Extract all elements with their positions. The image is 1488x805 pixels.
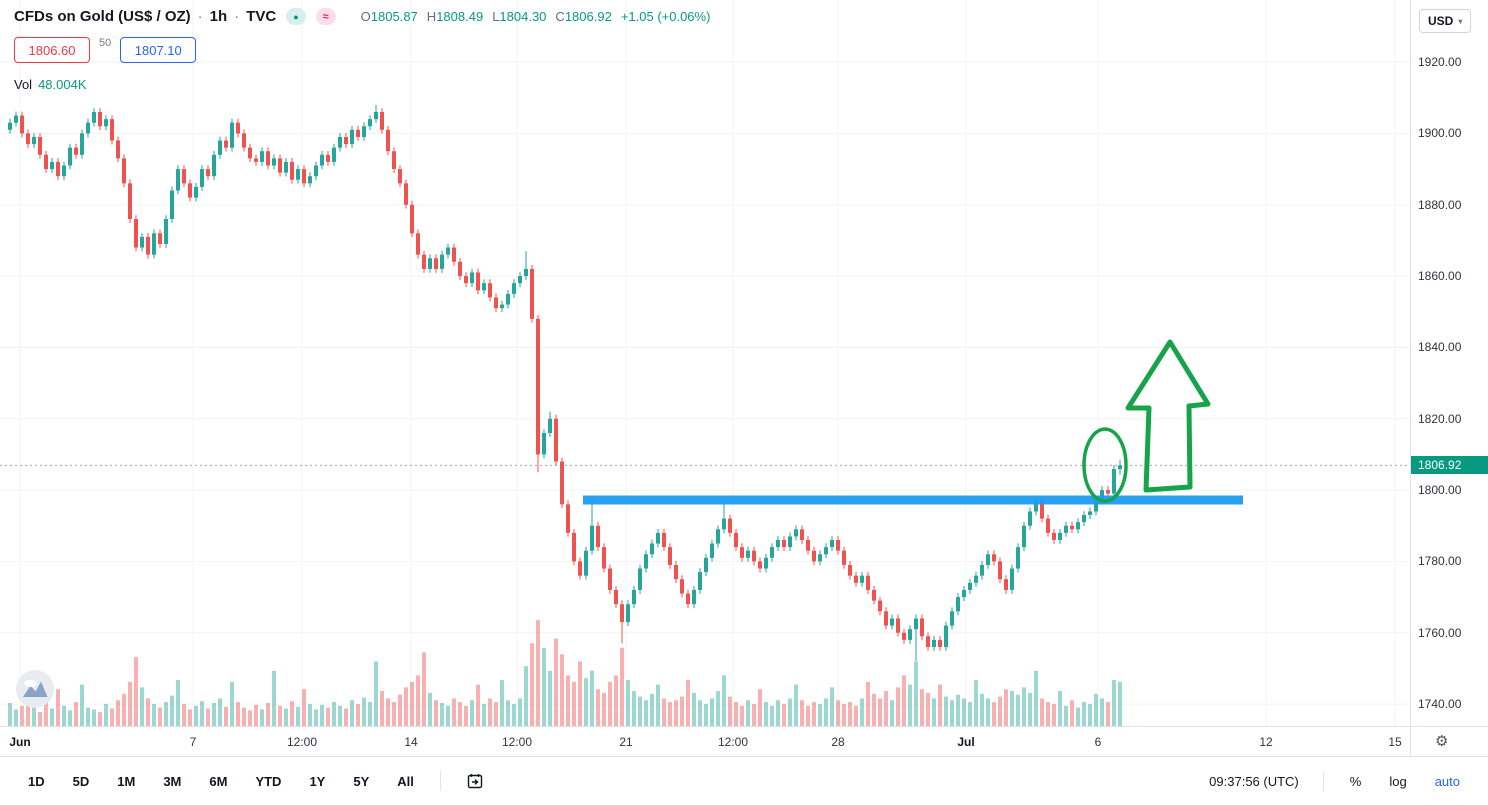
- exchange-label: TVC: [246, 8, 277, 25]
- divider: [439, 771, 441, 791]
- symbol-title[interactable]: CFDs on Gold (US$ / OZ): [14, 8, 191, 25]
- candles-layer: [8, 104, 1122, 662]
- range-button-1d[interactable]: 1D: [28, 773, 45, 789]
- close-label: C: [555, 9, 565, 24]
- chart-header: CFDs on Gold (US$ / OZ) · 1h · TVC ● ≈ O…: [14, 8, 710, 92]
- time-axis-label: 7: [189, 735, 197, 749]
- ohlc-values: O1805.87 H1808.49 L1804.30 C1806.92 +1.0…: [361, 9, 711, 24]
- time-axis-label: 21: [619, 735, 633, 749]
- range-button-5y[interactable]: 5Y: [353, 773, 370, 789]
- time-axis-label: 14: [404, 735, 418, 749]
- price-axis-label: 1760.00: [1418, 625, 1462, 640]
- high-label: H: [426, 9, 437, 24]
- change-value: +1.05 (+0.06%): [620, 9, 711, 24]
- sell-button[interactable]: 1806.60: [14, 37, 90, 63]
- range-buttons-group: 1D 5D 1M 3M 6M YTD 1Y 5Y All: [26, 771, 485, 791]
- tradingview-logo[interactable]: [16, 670, 54, 713]
- up-arrow-annotation[interactable]: [1125, 339, 1211, 493]
- time-axis[interactable]: Jun 7 12:00 14 12:00 21 12:00 28 Jul 6 12 15: [0, 726, 1410, 756]
- price-axis-label: 1740.00: [1418, 697, 1462, 712]
- divider: [1322, 771, 1324, 791]
- indicator-dot-pill[interactable]: ●: [286, 8, 306, 25]
- go-to-date-icon[interactable]: [465, 771, 485, 791]
- buy-button[interactable]: 1807.10: [120, 37, 197, 63]
- open-value: 1805.87: [370, 9, 418, 24]
- time-axis-label: Jun: [9, 735, 31, 749]
- open-label: O: [360, 9, 371, 24]
- price-axis-label: 1880.00: [1418, 197, 1462, 212]
- currency-selector[interactable]: USD ▾: [1419, 9, 1472, 33]
- interval-label[interactable]: 1h: [209, 8, 228, 25]
- range-button-1m[interactable]: 1M: [117, 773, 136, 789]
- range-button-5d[interactable]: 5D: [72, 773, 90, 789]
- candlestick-chart-canvas[interactable]: [0, 0, 1410, 726]
- currency-label: USD: [1428, 14, 1454, 28]
- log-scale-button[interactable]: log: [1389, 773, 1407, 789]
- time-axis-label: 12:00: [717, 735, 749, 749]
- volume-value: 48.004K: [38, 77, 87, 92]
- time-axis-label: Jul: [957, 735, 975, 749]
- percent-scale-button[interactable]: %: [1349, 773, 1362, 789]
- chart-plot-area[interactable]: CFDs on Gold (US$ / OZ) · 1h · TVC ● ≈ O…: [0, 0, 1410, 726]
- time-axis-label: 12:00: [501, 735, 533, 749]
- time-axis-label: 6: [1094, 735, 1102, 749]
- range-button-6m[interactable]: 6M: [209, 773, 228, 789]
- chevron-down-icon: ▾: [1458, 16, 1463, 26]
- volume-row: Vol 48.004K: [14, 77, 710, 92]
- grid-layer: [0, 0, 1410, 726]
- volume-layer: [8, 620, 1122, 726]
- price-axis-label: 1820.00: [1418, 411, 1462, 426]
- range-button-3m[interactable]: 3M: [163, 773, 182, 789]
- time-axis-label: 28: [831, 735, 845, 749]
- low-label: L: [492, 9, 500, 24]
- gear-icon[interactable]: ⚙: [1435, 733, 1449, 750]
- clock-utc[interactable]: 09:37:56 (UTC): [1209, 773, 1299, 789]
- time-axis-label: 12:00: [286, 735, 318, 749]
- circle-annotation[interactable]: [1082, 427, 1128, 503]
- price-axis-label: 1900.00: [1418, 126, 1462, 141]
- price-axis-label: 1860.00: [1418, 269, 1462, 284]
- last-price-tag: 1806.92: [1411, 456, 1488, 475]
- separator: ·: [197, 8, 203, 25]
- volume-label: Vol: [14, 77, 33, 92]
- separator: ·: [234, 8, 240, 25]
- axis-settings-corner: ⚙: [1410, 726, 1488, 756]
- time-axis-label: 12: [1259, 735, 1273, 749]
- price-axis-label: 1920.00: [1418, 55, 1462, 70]
- price-axis[interactable]: USD ▾ 1806.92 1920.00 1900.00 1880.00 1860.…: [1410, 0, 1488, 726]
- auto-scale-button[interactable]: auto: [1434, 773, 1460, 789]
- trade-widget: 1806.60 50 1807.10: [14, 37, 710, 63]
- price-axis-label: 1780.00: [1418, 554, 1462, 569]
- range-button-1y[interactable]: 1Y: [309, 773, 326, 789]
- symbol-row: CFDs on Gold (US$ / OZ) · 1h · TVC ● ≈ O…: [14, 8, 710, 25]
- price-axis-label: 1800.00: [1418, 483, 1462, 498]
- low-value: 1804.30: [499, 9, 547, 24]
- bottom-toolbar: 1D 5D 1M 3M 6M YTD 1Y 5Y All 09:37:56 (UTC) % lo…: [0, 756, 1488, 805]
- high-value: 1808.49: [436, 9, 484, 24]
- tradingview-logo-icon: [16, 670, 54, 708]
- price-axis-label: 1840.00: [1418, 340, 1462, 355]
- time-axis-label: 15: [1388, 735, 1402, 749]
- range-button-ytd[interactable]: YTD: [255, 773, 282, 789]
- indicator-wave-pill[interactable]: ≈: [315, 8, 336, 25]
- spread-value: 50: [99, 37, 112, 49]
- toolbar-right-group: 09:37:56 (UTC) % log auto: [1209, 771, 1462, 791]
- close-value: 1806.92: [564, 9, 612, 24]
- range-button-all[interactable]: All: [397, 773, 414, 789]
